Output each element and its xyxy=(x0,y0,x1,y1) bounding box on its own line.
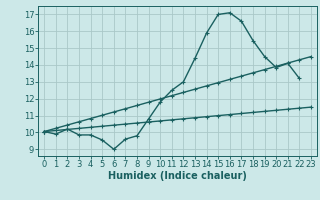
X-axis label: Humidex (Indice chaleur): Humidex (Indice chaleur) xyxy=(108,171,247,181)
